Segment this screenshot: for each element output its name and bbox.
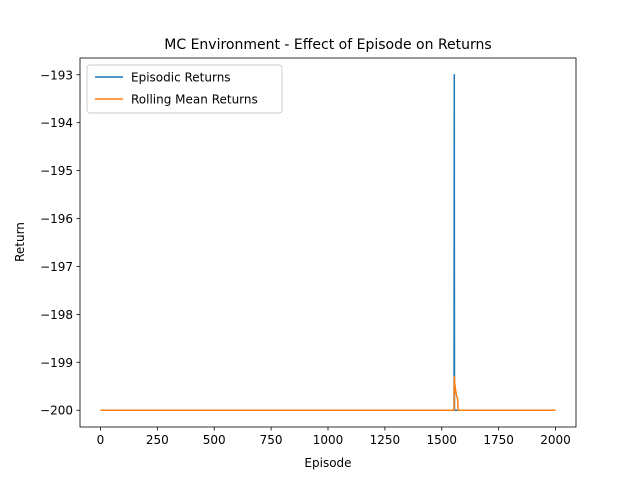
chart-title: MC Environment - Effect of Episode on Re… bbox=[164, 37, 491, 53]
series-line-2 bbox=[100, 375, 556, 411]
y-tick-label: −200 bbox=[40, 404, 73, 418]
y-tick-label: −196 bbox=[40, 212, 73, 226]
y-tick-label: −197 bbox=[40, 260, 73, 274]
legend: Episodic Returns Rolling Mean Returns bbox=[86, 64, 283, 114]
plot-area: 0 250 500 750 1000 1250 1500 1750 2000 −193 −194 −1… bbox=[40, 57, 577, 447]
y-tick-label: −195 bbox=[40, 164, 73, 178]
legend-box bbox=[86, 64, 283, 114]
x-axis-title: Episode bbox=[304, 456, 351, 470]
x-tick-label: 2000 bbox=[540, 433, 571, 447]
y-tick-label: −193 bbox=[40, 68, 73, 82]
x-tick-label: 0 bbox=[97, 433, 105, 447]
x-tick-label: 250 bbox=[146, 433, 169, 447]
x-tick-label: 1250 bbox=[370, 433, 401, 447]
x-tick-label: 750 bbox=[260, 433, 283, 447]
x-tick-label: 500 bbox=[203, 433, 226, 447]
x-tick-label: 1500 bbox=[426, 433, 457, 447]
y-tick-label: −199 bbox=[40, 356, 73, 370]
y-tick-label: −194 bbox=[40, 116, 73, 130]
x-tick-label: 1750 bbox=[483, 433, 514, 447]
y-tick-label: −198 bbox=[40, 308, 73, 322]
legend-label-2: Rolling Mean Returns bbox=[131, 93, 258, 107]
y-axis-title: Return bbox=[13, 222, 27, 262]
x-tick-label: 1000 bbox=[313, 433, 344, 447]
legend-label-1: Episodic Returns bbox=[131, 71, 231, 85]
